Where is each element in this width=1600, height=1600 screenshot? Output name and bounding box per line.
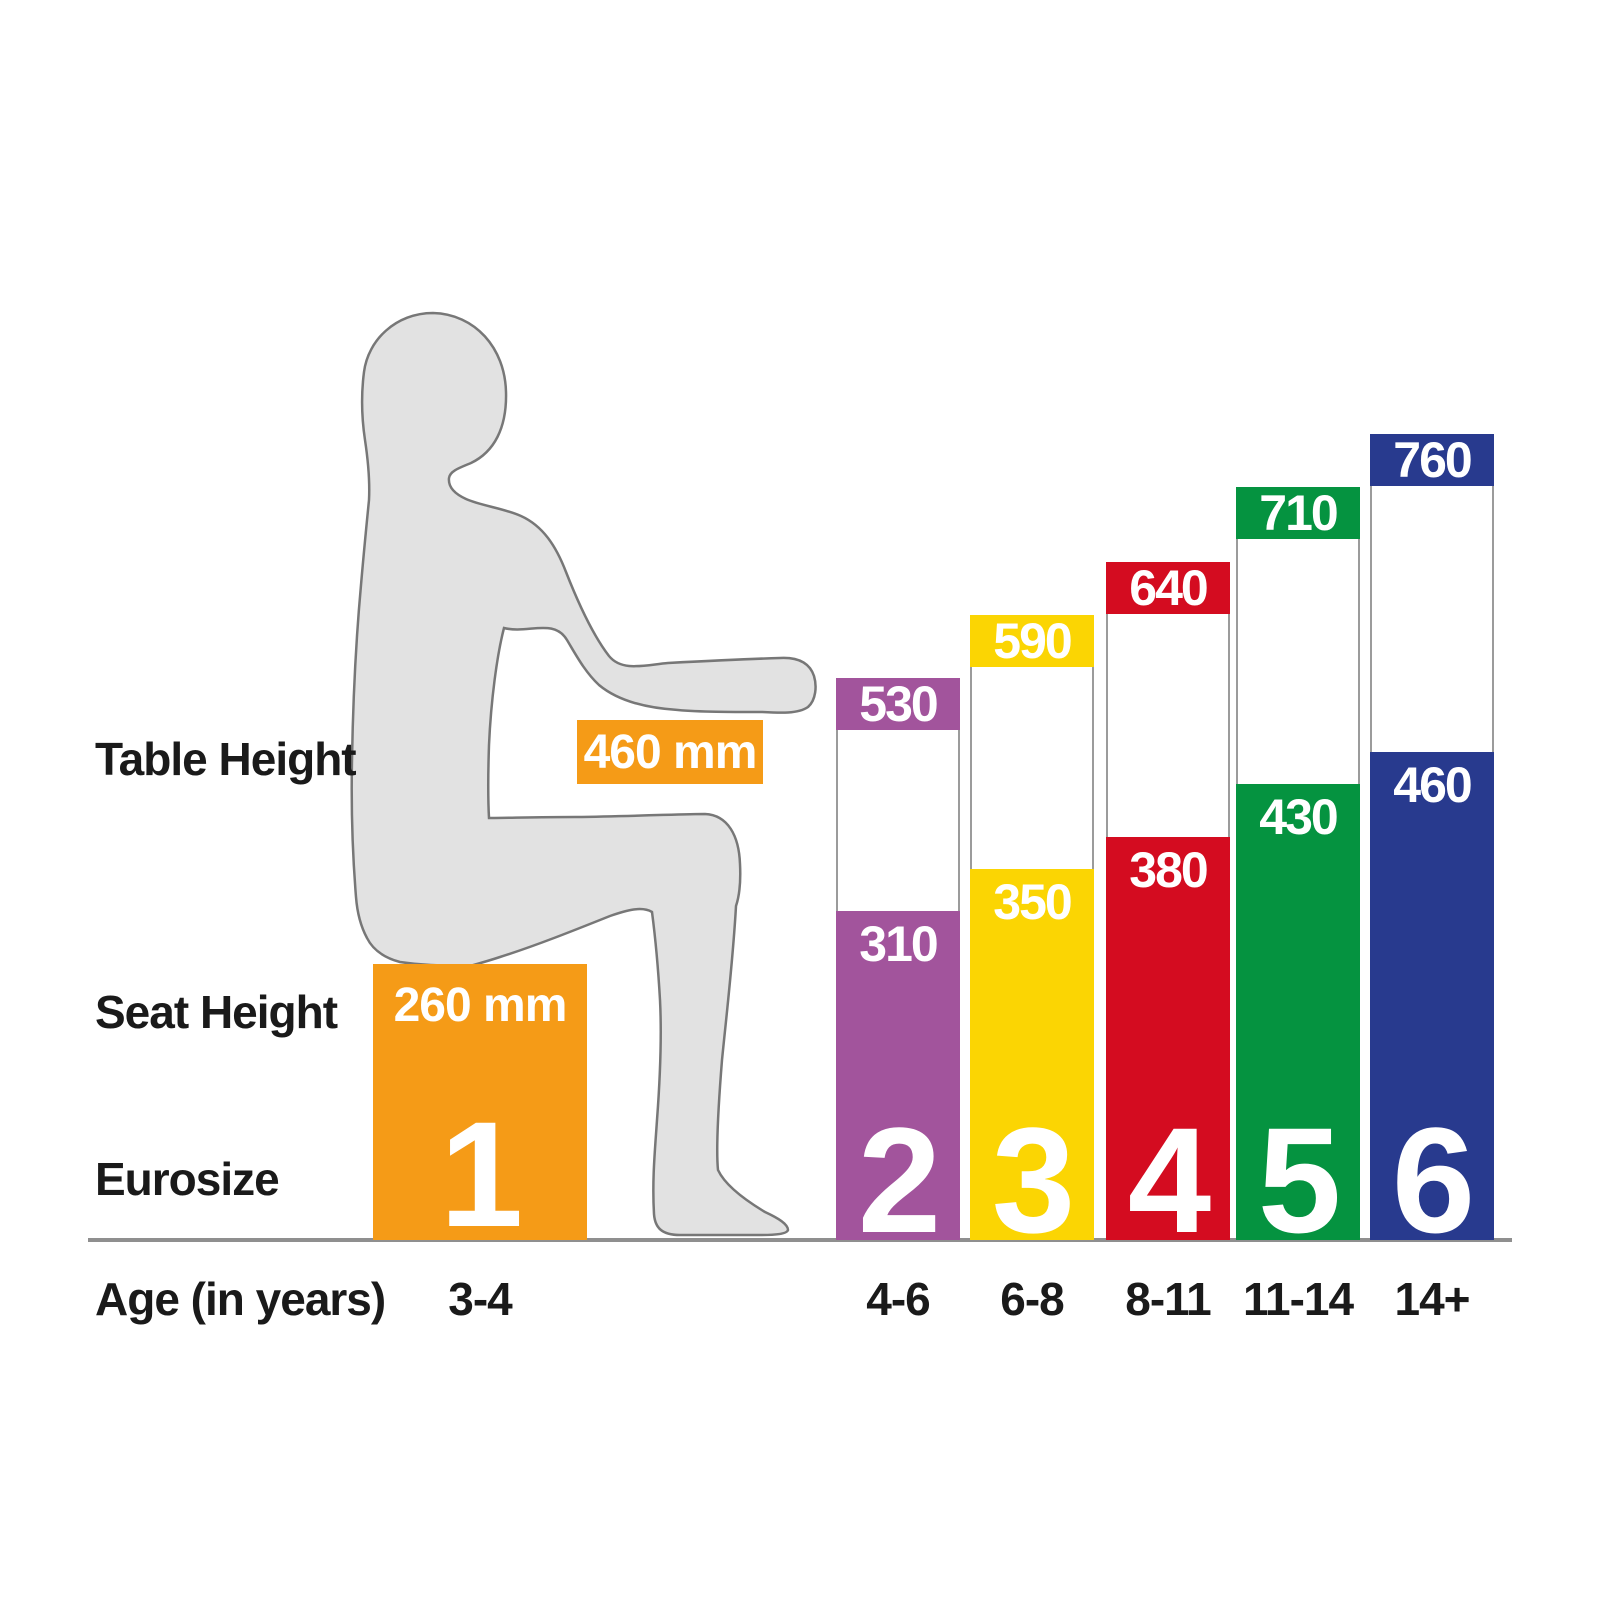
seat-height-value: 460 — [1393, 757, 1472, 813]
eurosize-number: 1 — [439, 1090, 523, 1258]
table-band: 530 — [836, 678, 960, 730]
eurosize-number: 6 — [1391, 1096, 1475, 1264]
size-column-3: 590 350 3 — [970, 615, 1094, 1264]
label-table-height: Table Height — [95, 733, 357, 785]
table-band: 590 — [970, 615, 1094, 667]
size-column-5: 710 430 5 — [1236, 487, 1360, 1264]
seated-child-figure-outline — [350, 311, 817, 1237]
table-height-value: 760 — [1393, 432, 1472, 488]
age-value: 4-6 — [866, 1273, 930, 1325]
seat-box-size1: 260 mm 1 — [373, 964, 587, 1258]
eurosize-number: 2 — [857, 1096, 941, 1264]
age-value: 14+ — [1394, 1273, 1470, 1325]
eurosize-number: 5 — [1257, 1096, 1341, 1264]
age-value: 3-4 — [448, 1273, 512, 1325]
table-height-value: 590 — [993, 613, 1072, 669]
table-height-value: 640 — [1129, 560, 1208, 616]
table-height-value: 530 — [859, 676, 938, 732]
eurosize-number: 3 — [991, 1096, 1075, 1264]
seat-height-value: 380 — [1129, 842, 1208, 898]
seat-height-value: 260 mm — [393, 979, 568, 1032]
age-value: 6-8 — [1000, 1273, 1064, 1325]
size-column-4: 640 380 4 — [1106, 562, 1230, 1264]
baseline-axis — [88, 1238, 1512, 1242]
age-value: 8-11 — [1125, 1273, 1212, 1325]
seat-height-value: 430 — [1259, 789, 1338, 845]
table-band: 640 — [1106, 562, 1230, 614]
seat-band: 460 6 — [1370, 752, 1494, 1264]
table-height-value: 710 — [1259, 485, 1338, 541]
size-column-6: 760 460 6 — [1370, 434, 1494, 1264]
label-seat-height: Seat Height — [95, 986, 338, 1038]
seat-height-value: 350 — [993, 874, 1072, 930]
seat-band: 430 5 — [1236, 784, 1360, 1264]
age-value: 11-14 — [1242, 1273, 1354, 1325]
seat-band: 350 3 — [970, 869, 1094, 1264]
table-height-tag-size1: 460 mm — [577, 720, 763, 784]
seat-height-value: 310 — [859, 916, 938, 972]
seat-band: 380 4 — [1106, 837, 1230, 1264]
table-band: 710 — [1236, 487, 1360, 539]
seat-band: 310 2 — [836, 911, 960, 1264]
table-band: 760 — [1370, 434, 1494, 486]
size-column-2: 530 310 2 — [836, 678, 960, 1264]
eurosize-number: 4 — [1127, 1096, 1211, 1264]
table-height-value: 460 mm — [583, 725, 758, 779]
label-eurosize: Eurosize — [95, 1153, 280, 1205]
label-age: Age (in years) — [95, 1273, 386, 1325]
